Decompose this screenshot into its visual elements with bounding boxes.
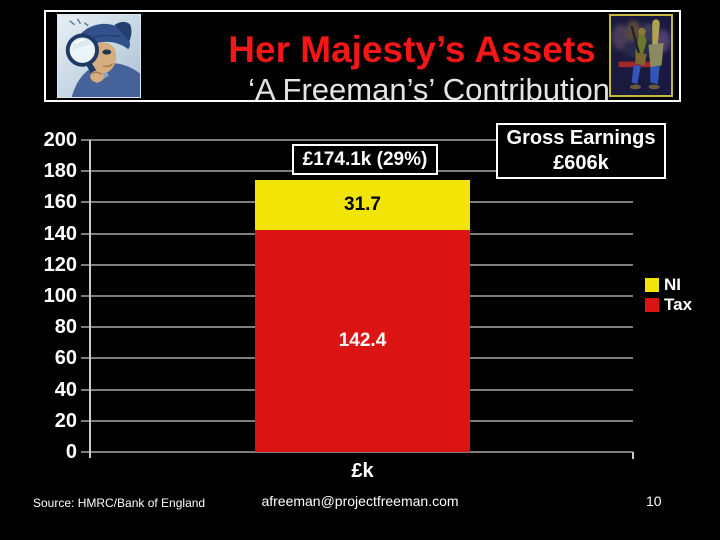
protest-artwork-image [609,14,673,97]
source-text: Source: HMRC/Bank of England [33,496,206,510]
gross-earnings-line2: £606k [553,152,609,174]
y-axis-tick-label: 200 [43,129,77,151]
bar-segment-value: 142.4 [338,329,387,351]
email-text: afreeman@projectfreeman.com [261,493,459,509]
protest-artwork-illustration [611,16,671,95]
y-axis-tick-label: 40 [54,378,77,401]
gross-earnings-box: Gross Earnings £606k [496,123,666,179]
bar-segment-value: 31.7 [344,194,381,216]
gross-earnings-line1: Gross Earnings [506,127,656,149]
y-axis-tick-label: 120 [43,253,77,276]
gridline [81,139,633,141]
x-axis-category-label: £k [351,460,374,482]
legend-swatch [645,298,659,312]
detective-image [57,14,141,98]
y-axis-tick-label: 60 [54,347,77,370]
legend-swatch [645,278,659,292]
y-axis-tick-label: 180 [43,160,77,183]
legend-item-tax: Tax [645,295,692,315]
x-axis-right-tick [632,452,634,459]
legend: NI Tax [645,275,692,315]
y-axis-tick-label: 100 [43,285,77,307]
header: Her Majesty’s Assets ‘A Freeman’s’ Contr… [44,10,681,107]
legend-label: NI [664,275,681,294]
bar-segment-ni: 31.7 [255,180,470,230]
bar-segment-tax: 142.4 [255,229,470,452]
legend-item-ni: NI [645,275,692,295]
page-number: 10 [646,493,662,509]
slide-title: Her Majesty’s Assets [228,29,596,70]
y-axis-tick-label: 140 [43,222,77,245]
detective-illustration [58,15,140,97]
y-axis-tick-label: 20 [54,409,77,432]
y-axis-line [89,140,91,458]
bar-total-label: £174.1k (29%) [292,144,438,175]
legend-label: Tax [664,295,693,314]
y-axis-tick-label: 160 [43,191,77,214]
slide-subtitle: ‘A Freeman’s’ Contribution [248,72,610,107]
y-axis-tick-label: 0 [65,441,77,463]
gridline [81,451,633,453]
y-axis-tick-label: 80 [54,316,77,339]
